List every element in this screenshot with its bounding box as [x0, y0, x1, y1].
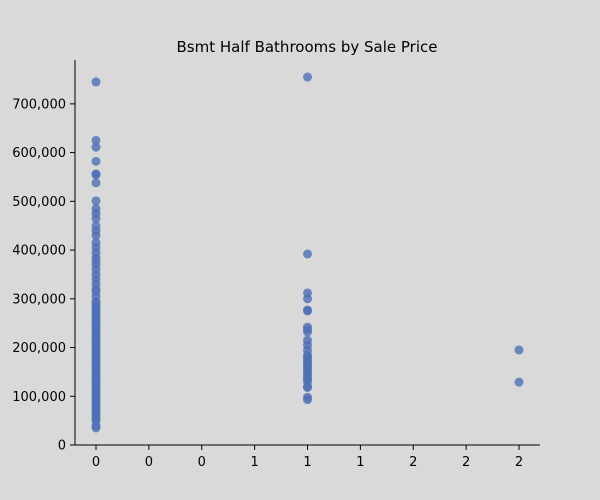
data-point	[91, 213, 101, 223]
y-axis: 0 100,000 200,000 300,000 400,000 500,000 600,…	[12, 60, 76, 454]
data-point	[514, 377, 524, 387]
data-points	[91, 72, 524, 433]
data-point	[91, 156, 101, 166]
chart-title: Bsmt Half Bathrooms by Sale Price	[177, 38, 438, 56]
data-point	[303, 382, 312, 392]
data-point	[91, 178, 101, 188]
x-tick-label: 1	[303, 455, 311, 470]
x-axis: 0 0 0 1 1 1 2 2 2	[75, 444, 540, 470]
x-tick-label: 0	[198, 455, 206, 470]
data-point	[91, 230, 101, 240]
data-point	[514, 345, 524, 355]
y-tick-label: 700,000	[12, 97, 66, 112]
y-tick-label: 400,000	[12, 244, 66, 259]
data-point	[91, 196, 101, 206]
y-tick-label: 300,000	[12, 292, 66, 307]
y-tick-label: 600,000	[12, 146, 66, 161]
data-point	[91, 77, 101, 87]
y-tick-label: 200,000	[12, 341, 66, 356]
data-point	[91, 135, 101, 145]
x-tick-label: 1	[356, 455, 364, 470]
data-point	[91, 170, 101, 180]
y-tick-label: 500,000	[12, 195, 66, 210]
data-point	[303, 249, 312, 259]
x-tick-label: 1	[250, 455, 258, 470]
x-tick-label: 0	[92, 455, 100, 470]
x-tick-label: 2	[515, 455, 523, 470]
y-tick-label: 0	[58, 439, 66, 454]
data-point	[91, 142, 101, 152]
data-point	[303, 395, 312, 405]
x-tick-label: 2	[409, 455, 417, 470]
x-tick-label: 2	[462, 455, 470, 470]
data-point	[303, 294, 312, 304]
data-point	[303, 72, 312, 82]
y-tick-label: 100,000	[12, 390, 66, 405]
data-point	[303, 306, 312, 316]
x-tick-label: 0	[145, 455, 153, 470]
data-point	[303, 327, 312, 337]
data-point	[91, 423, 101, 433]
